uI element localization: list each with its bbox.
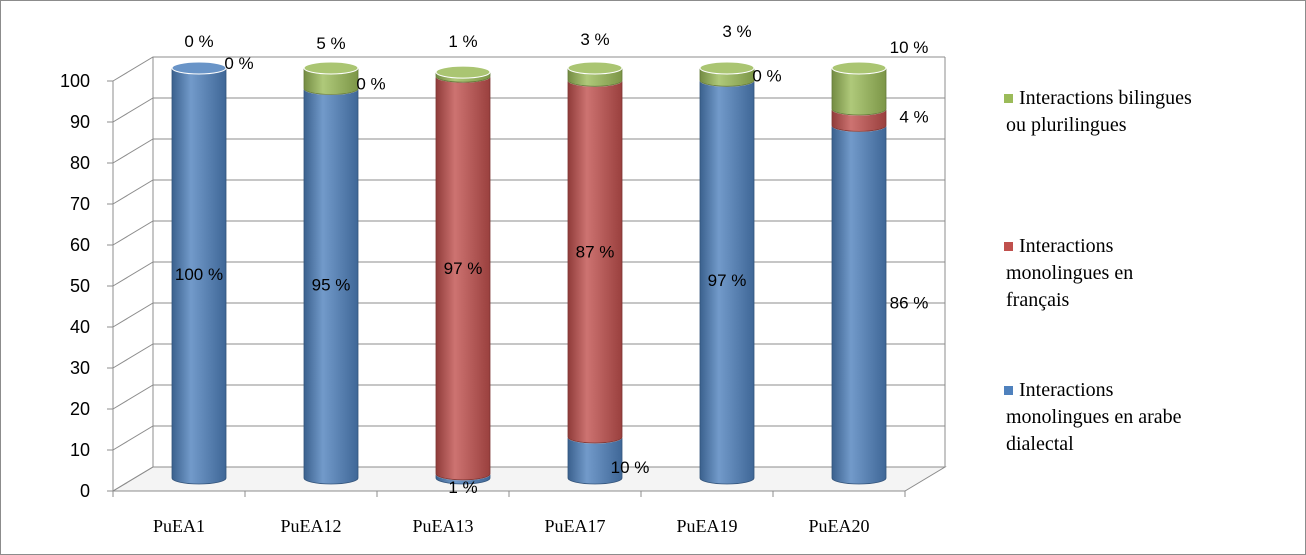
- data-label: 0 %: [224, 54, 253, 73]
- segment-Interactions bilingues ou plurilingues: [831, 67, 887, 116]
- y-tick-label: 30: [70, 358, 90, 378]
- legend-label: monolingues en: [1006, 262, 1133, 284]
- legend-item-0: Interactions bilingues ou plurilingues: [1004, 87, 1192, 136]
- legend-label: dialectal: [1006, 433, 1074, 455]
- data-label: 97 %: [444, 259, 483, 278]
- legend-label: ou plurilingues: [1006, 114, 1127, 136]
- cylinder-PuEA1: [171, 61, 227, 485]
- data-label: 87 %: [576, 243, 615, 262]
- y-tick-label: 60: [70, 235, 90, 255]
- legend-item-1: Interactions monolingues en français: [1004, 235, 1133, 311]
- y-tick-label: 70: [70, 194, 90, 214]
- data-label: 0 %: [356, 75, 385, 94]
- cylinder-PuEA13: [435, 65, 491, 485]
- y-tick-label: 40: [70, 317, 90, 337]
- segment-top: [171, 61, 227, 75]
- legend-label: Interactions: [1019, 235, 1114, 257]
- x-tick-label: PuEA13: [412, 516, 473, 536]
- data-label: 95 %: [312, 275, 351, 294]
- legend-label: Interactions bilingues: [1019, 87, 1192, 109]
- floor: [111, 466, 947, 492]
- x-axis-tick-labels: PuEA1 PuEA12 PuEA13 PuEA17 PuEA19 PuEA20: [153, 516, 870, 536]
- data-label: 0 %: [184, 32, 213, 51]
- segment-top: [699, 61, 755, 75]
- x-tick-label: PuEA19: [676, 516, 737, 536]
- data-label: 100 %: [175, 265, 223, 284]
- legend-label: Interactions: [1019, 379, 1114, 401]
- y-tick-label: 20: [70, 399, 90, 419]
- x-tick-label: PuEA17: [544, 516, 605, 536]
- x-tick-label: PuEA1: [153, 516, 205, 536]
- y-tick-label: 10: [70, 440, 90, 460]
- data-label: 10 %: [611, 458, 650, 477]
- data-label: 1 %: [448, 32, 477, 51]
- y-tick-label: 50: [70, 276, 90, 296]
- data-label: 5 %: [316, 34, 345, 53]
- cylinder-PuEA12: [303, 61, 359, 485]
- data-label: 0 %: [752, 66, 781, 85]
- data-label: 97 %: [708, 271, 747, 290]
- legend-swatch: [1004, 386, 1013, 395]
- legend-swatch: [1004, 242, 1013, 251]
- x-tick-label: PuEA12: [280, 516, 341, 536]
- x-tick-label: PuEA20: [808, 516, 869, 536]
- legend-item-2: Interactions monolingues en arabe dialecta…: [1004, 379, 1182, 455]
- data-label: 1 %: [448, 478, 477, 497]
- legend-label: monolingues en arabe: [1006, 406, 1182, 428]
- legend-label: français: [1006, 289, 1070, 311]
- y-tick-label: 80: [70, 153, 90, 173]
- segment-top: [303, 61, 359, 75]
- legend-swatch: [1004, 94, 1013, 103]
- data-label: 3 %: [722, 22, 751, 41]
- data-label: 4 %: [899, 107, 928, 126]
- cylinder-PuEA19: [699, 61, 755, 485]
- segment-top: [435, 65, 491, 79]
- segment-Interactions monolingues en arabe dialectal: [831, 125, 887, 485]
- data-label: 10 %: [890, 38, 929, 57]
- segment-top: [567, 61, 623, 75]
- axes: [107, 57, 946, 497]
- data-label: 3 %: [580, 30, 609, 49]
- cylinder-PuEA17: [567, 61, 623, 485]
- cylinder-PuEA20: [831, 61, 887, 485]
- y-tick-label: 90: [70, 112, 90, 132]
- bars: [171, 61, 887, 485]
- y-tick-label: 100: [60, 71, 90, 91]
- y-axis-tick-labels: 0 10 20 30 40 50 60 70 80 90 100: [60, 71, 90, 501]
- data-label: 86 %: [890, 294, 929, 313]
- segment-top: [831, 61, 887, 75]
- y-tick-label: 0: [80, 481, 90, 501]
- data-labels: 100 % 0 % 0 % 95 % 0 % 5 % 1 % 97 % 1 % 10 % 87 % 3…: [175, 22, 929, 497]
